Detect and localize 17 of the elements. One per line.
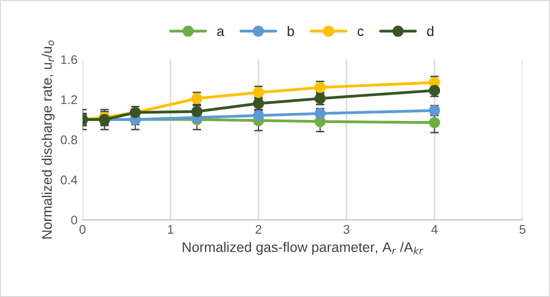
legend-label: d xyxy=(427,26,434,36)
x-tick-label: 5 xyxy=(520,225,526,234)
x-tick-label: 1 xyxy=(168,225,174,234)
y-tick-label: 1.6 xyxy=(61,55,78,64)
y-tick-label: 0.8 xyxy=(60,135,78,144)
x-tick-label: 3 xyxy=(344,224,350,234)
y-tick-label: 1.2 xyxy=(61,95,78,104)
y-axis-title: Normalized discharge rate, u$_{r}$/u$_{o}$ xyxy=(42,40,55,239)
x-tick-label: 0 xyxy=(80,224,86,234)
legend-label: b xyxy=(288,26,294,36)
y-tick-label: 0.4 xyxy=(60,175,78,184)
x-axis-title: Normalized gas-flow parameter, A$_{r}$ /A$_{kr}$ xyxy=(182,242,424,255)
legend-label: a xyxy=(217,28,224,36)
x-tick-label: 2 xyxy=(256,224,262,234)
y-tick-label: 0 xyxy=(71,216,78,224)
x-tick-label: 4 xyxy=(431,225,438,234)
legend-label: c xyxy=(358,28,364,36)
